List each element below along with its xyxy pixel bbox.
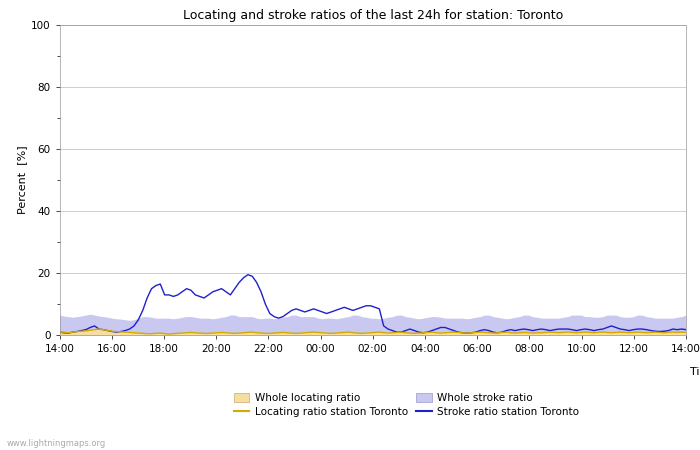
Y-axis label: Percent  [%]: Percent [%] xyxy=(17,146,27,214)
Text: www.lightningmaps.org: www.lightningmaps.org xyxy=(7,439,106,448)
Legend: Whole locating ratio, Locating ratio station Toronto, Whole stroke ratio, Stroke: Whole locating ratio, Locating ratio sta… xyxy=(234,393,579,418)
Text: Time: Time xyxy=(690,367,700,377)
Title: Locating and stroke ratios of the last 24h for station: Toronto: Locating and stroke ratios of the last 2… xyxy=(183,9,563,22)
